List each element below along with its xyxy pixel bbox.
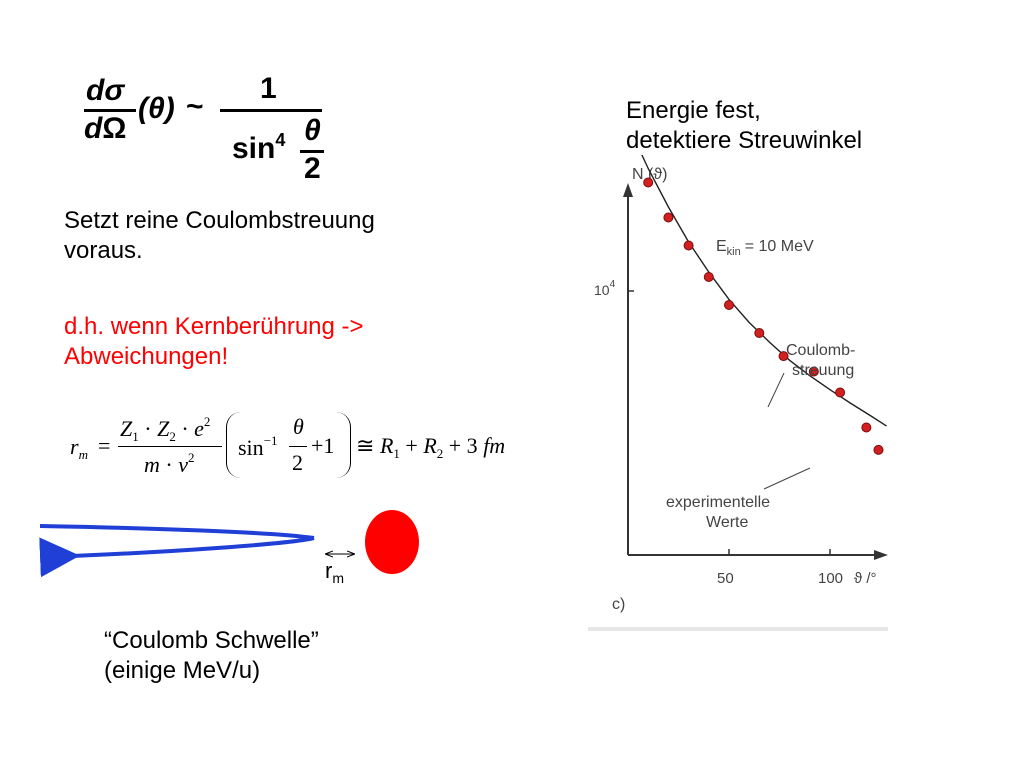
fraction-bar-left	[84, 109, 136, 112]
omega-symbol: Ω	[102, 112, 127, 145]
data-point	[835, 387, 846, 398]
cross-section-formula: dσ dΩ (θ) ~ 1 sin4 θ 2	[80, 72, 340, 187]
target-nucleus	[365, 510, 419, 574]
rm-fraction-bar	[118, 446, 222, 447]
radius-sum: ≅ R1 + R2 + 3 fm	[356, 433, 506, 461]
points-label-leader	[763, 467, 811, 490]
panel-label: c)	[612, 596, 625, 613]
data-point	[703, 272, 714, 282]
theta-fraction-bar	[289, 446, 307, 447]
deviation-note: d.h. wenn Kernberührung -> Abweichungen!	[64, 312, 364, 372]
arcsin-term: sin−1	[238, 433, 278, 460]
x-tick-label: 100	[818, 570, 843, 587]
equals-sign: =	[98, 433, 111, 458]
data-point	[808, 366, 819, 377]
fraction-bar-right	[220, 109, 322, 112]
sigma-symbol: σ	[104, 74, 125, 107]
rm-formula: rm = Z1 · Z2 · e2 m · v2 sin−1 θ 2 +1 ≅ …	[70, 408, 530, 488]
x-axis-label: ϑ /°	[854, 570, 877, 587]
kinetic-term: m · v2	[144, 450, 195, 477]
theta-half-numerator: θ	[304, 114, 321, 147]
plus-one: +1	[311, 433, 335, 458]
trajectory-diagram	[39, 510, 419, 578]
data-point	[754, 328, 765, 338]
outgoing-trajectory	[39, 536, 315, 578]
sin-function: sin4	[232, 130, 286, 165]
numerator-one: 1	[260, 72, 277, 105]
threshold-line-2: (einige MeV/u)	[104, 657, 261, 684]
proportional-symbol: ~	[186, 90, 204, 123]
energy-fixed-text: Energie fest, detektiere Streuwinkel	[626, 96, 862, 156]
left-paren	[226, 412, 241, 478]
half-fraction-bar	[300, 150, 324, 153]
theta-over-two-den: 2	[292, 450, 303, 475]
energy-label: Ekin = 10 MeV	[716, 238, 814, 258]
assumption-line-1: Setzt reine Coulombstreuung	[64, 207, 375, 234]
y-axis-arrow	[623, 183, 633, 197]
d-symbol: d	[86, 74, 105, 107]
x-tick-label: 50	[717, 570, 734, 587]
data-point	[643, 177, 654, 188]
half-denominator: 2	[304, 152, 321, 185]
scan-remnant	[588, 627, 888, 631]
rm-label: rm	[325, 558, 344, 586]
incoming-trajectory	[39, 524, 315, 540]
data-point	[663, 212, 674, 223]
points-label-line-2: Werte	[706, 514, 748, 531]
rm-symbol: rm	[70, 434, 88, 462]
curve-label-line-1: Coulomb-	[786, 342, 855, 359]
deviation-line-1: d.h. wenn Kernberührung ->	[64, 313, 364, 340]
y-tick-label: 104	[594, 279, 616, 298]
threshold-line-1: “Coulomb Schwelle”	[104, 627, 319, 654]
right-paren	[336, 412, 351, 478]
charge-product: Z1 · Z2 · e2	[120, 414, 211, 444]
assumption-line-2: voraus.	[64, 237, 143, 264]
energy-line-2: detektiere Streuwinkel	[626, 127, 863, 154]
coulomb-curve	[641, 155, 887, 427]
y-axis-label: N (ϑ)	[632, 166, 667, 183]
d-symbol-2: d	[84, 112, 103, 145]
x-axis-arrow	[874, 550, 888, 560]
scattering-chart: N (ϑ) 104 50 100 ϑ /° Ekin = 10 MeV Coulom…	[588, 155, 888, 631]
coulomb-assumption-text: Setzt reine Coulombstreuung voraus.	[64, 206, 375, 266]
data-point	[683, 240, 694, 251]
coulomb-threshold-text: “Coulomb Schwelle” (einige MeV/u)	[104, 626, 319, 686]
curve-label-leader	[767, 372, 785, 408]
data-point	[873, 444, 884, 455]
energy-line-1: Energie fest,	[626, 97, 761, 124]
theta-over-two-num: θ	[293, 414, 304, 439]
curve-label-line-2: streuung	[792, 362, 854, 379]
points-label-line-1: experimentelle	[666, 494, 770, 511]
data-point	[778, 351, 789, 362]
data-point	[724, 300, 734, 310]
data-point	[861, 422, 872, 433]
deviation-line-2: Abweichungen!	[64, 343, 229, 370]
theta-argument: (θ)	[138, 92, 175, 125]
